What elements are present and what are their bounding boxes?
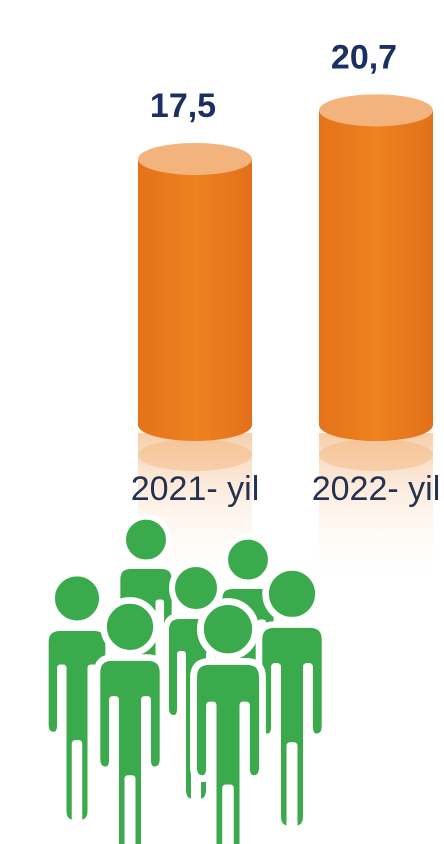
bar-top — [138, 143, 252, 175]
bar-reflection-ellipse — [138, 439, 252, 471]
category-label: 2021- yil — [131, 470, 260, 508]
bar-reflection — [319, 433, 433, 583]
bar-2 — [319, 94, 433, 583]
person-icon — [255, 564, 329, 833]
bar-top — [319, 94, 433, 127]
value-label: 20,7 — [331, 38, 397, 76]
bars-layer — [138, 94, 433, 583]
bar-reflection-ellipse — [319, 439, 433, 471]
people-group-icon — [42, 513, 329, 844]
bar-body — [138, 159, 252, 441]
bar-1 — [138, 143, 252, 583]
person-icon — [93, 597, 167, 844]
labels-layer: 17,5 2021- yil 20,7 2022- yil — [131, 38, 441, 508]
bar-body — [319, 110, 433, 442]
person-icon — [190, 598, 266, 844]
value-label: 17,5 — [150, 87, 216, 125]
category-label: 2022- yil — [312, 470, 441, 508]
